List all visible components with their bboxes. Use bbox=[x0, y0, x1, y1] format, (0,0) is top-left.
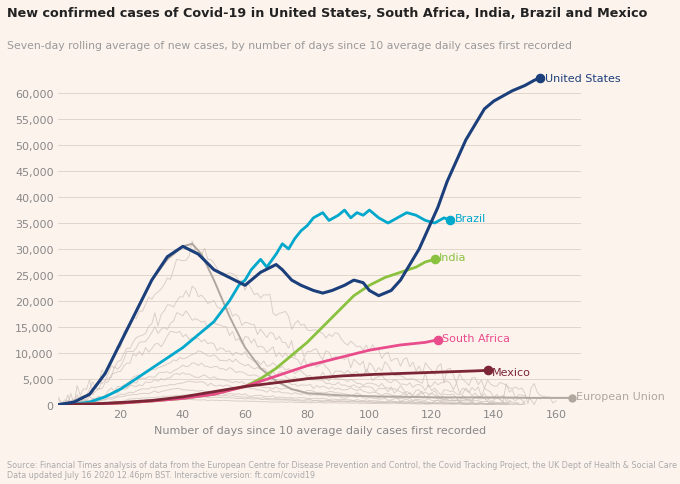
Point bbox=[429, 256, 440, 264]
Text: European Union: European Union bbox=[576, 392, 665, 402]
Point bbox=[566, 394, 577, 402]
Text: Brazil: Brazil bbox=[455, 213, 486, 224]
Point bbox=[482, 367, 493, 375]
Text: Source: Financial Times analysis of data from the European Centre for Disease Pr: Source: Financial Times analysis of data… bbox=[7, 460, 680, 479]
X-axis label: Number of days since 10 average daily cases first recorded: Number of days since 10 average daily ca… bbox=[154, 425, 486, 435]
Point bbox=[535, 75, 546, 82]
Text: South Africa: South Africa bbox=[443, 333, 511, 344]
Text: India: India bbox=[439, 252, 467, 262]
Point bbox=[445, 217, 456, 225]
Text: Seven-day rolling average of new cases, by number of days since 10 average daily: Seven-day rolling average of new cases, … bbox=[7, 41, 572, 51]
Text: New confirmed cases of Covid-19 in United States, South Africa, India, Brazil an: New confirmed cases of Covid-19 in Unite… bbox=[7, 7, 647, 20]
Point bbox=[432, 336, 443, 344]
Text: United States: United States bbox=[545, 74, 621, 84]
Text: Mexico: Mexico bbox=[492, 367, 531, 377]
